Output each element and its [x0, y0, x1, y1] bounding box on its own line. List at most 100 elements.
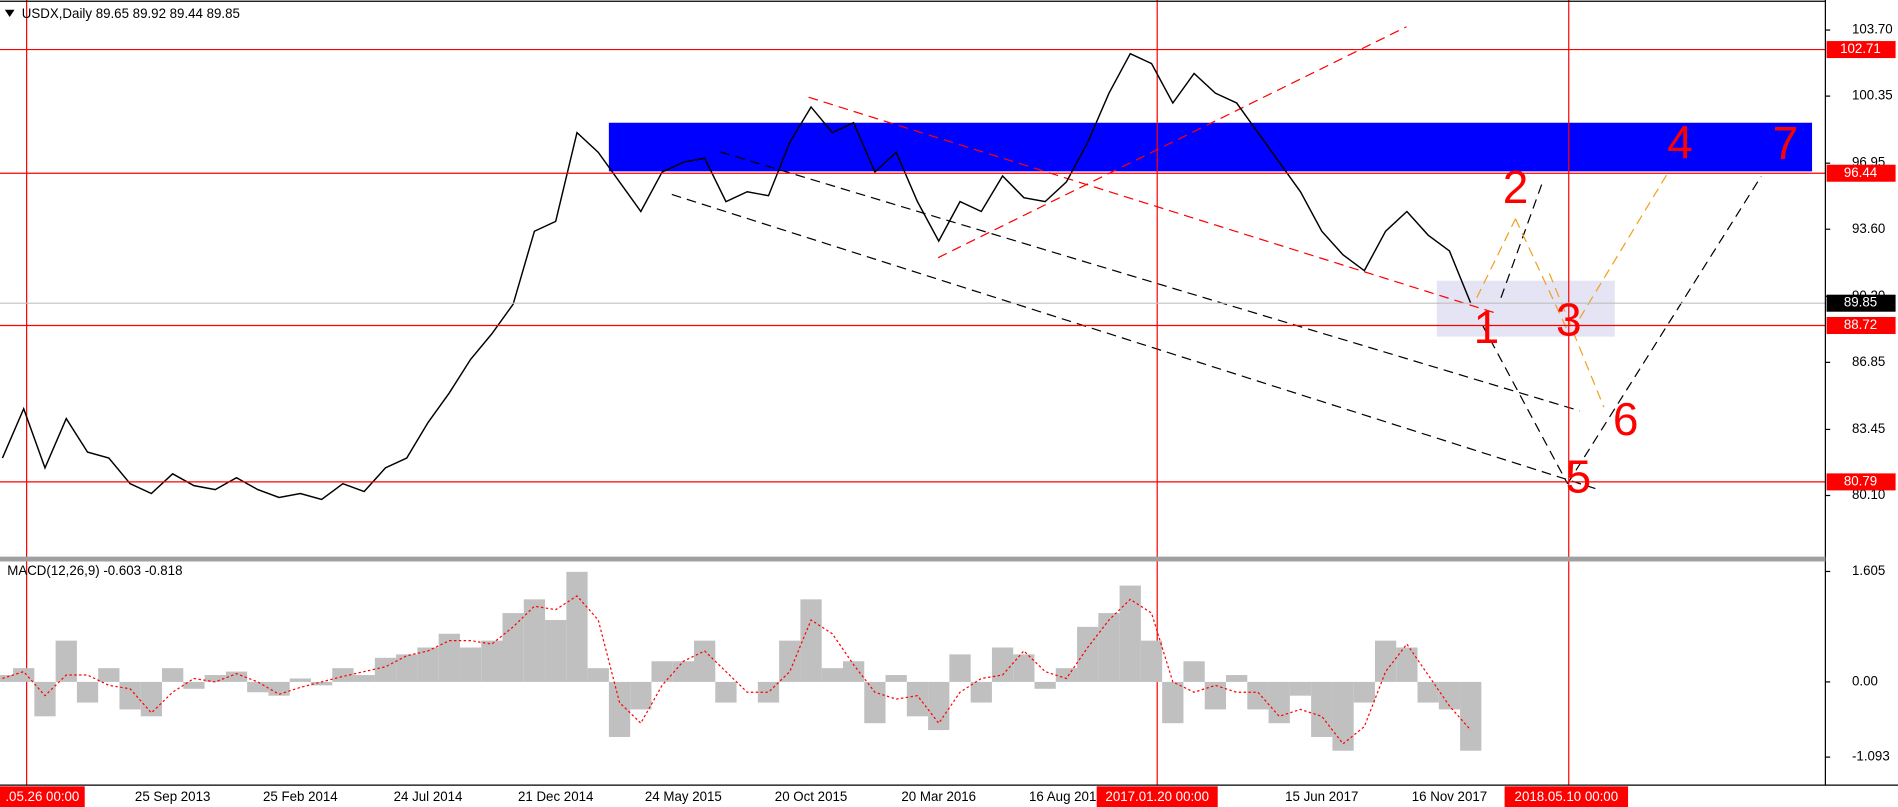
macd-bar [374, 657, 397, 682]
wave-label: 5 [1566, 450, 1592, 502]
chart-title: USDX,Daily 89.65 89.92 89.44 89.85 [22, 6, 240, 21]
macd-bar [885, 675, 907, 682]
y-tick-label: 93.60 [1852, 221, 1885, 236]
macd-bar [928, 681, 950, 731]
trend-line [937, 26, 1407, 259]
macd-bar [566, 571, 588, 682]
macd-bar [1204, 681, 1227, 710]
vline-label-box [1096, 786, 1218, 807]
x-tick-label: 16 Nov 2017 [1412, 789, 1487, 804]
x-tick-label: 21 Dec 2014 [518, 789, 594, 804]
wave-label: 7 [1773, 117, 1799, 169]
macd-bar [842, 661, 865, 682]
trend-line [1482, 325, 1569, 485]
level-label: 80.79 [1844, 473, 1877, 488]
plot-layer: 25 Sep 2013 25 Feb 2014 24 Jul 2014 21 Dec … [0, 22, 1893, 804]
macd-bar [119, 681, 141, 710]
macd-bar [1396, 647, 1418, 682]
macd-bar [1098, 613, 1120, 682]
trend-line [671, 193, 1596, 490]
panel-separator [0, 556, 1826, 562]
macd-bar [1374, 640, 1397, 682]
macd-bar [502, 613, 524, 682]
macd-bar [34, 681, 56, 717]
x-tick-label: 24 Jul 2014 [394, 789, 463, 804]
macd-bar [332, 668, 354, 682]
wave-line [1514, 218, 1569, 331]
macd-bar [715, 681, 737, 703]
wave-label: 1 [1474, 301, 1500, 353]
macd-bar [630, 681, 652, 710]
level-label-box [1826, 473, 1896, 491]
macd-bar [162, 668, 184, 682]
x-tick-label: 25 Sep 2013 [135, 789, 210, 804]
resistance-zone [608, 122, 1813, 172]
macd-bar [1226, 675, 1248, 682]
level-label: 96.44 [1844, 165, 1878, 180]
macd-bar [1289, 681, 1312, 696]
macd-bar [1034, 681, 1056, 689]
vline-label: 2017.01.20 00:00 [1105, 789, 1209, 804]
macd-bar [1438, 681, 1461, 710]
x-tick-label: 20 Mar 2016 [901, 789, 976, 804]
y-tick-label: 83.45 [1852, 421, 1885, 436]
macd-bar [1013, 654, 1035, 682]
macd-bar [1140, 640, 1163, 682]
wave-label: 2 [1503, 161, 1529, 213]
x-tick-label: 25 Feb 2014 [263, 789, 338, 804]
vline-label: .05.26 00:00 [5, 789, 79, 804]
vline-label: 2018.05.10 00:00 [1515, 789, 1619, 804]
macd-bar [438, 633, 460, 682]
macd-bar [545, 619, 567, 682]
macd-bar [289, 678, 311, 682]
macd-bar [523, 599, 546, 682]
menu-arrow[interactable] [4, 9, 15, 18]
y-tick-label: 103.70 [1852, 22, 1893, 37]
macd-bar [140, 681, 163, 717]
macd-bar [1417, 681, 1439, 703]
macd-bar [1247, 681, 1269, 710]
x-tick-label: 16 Aug 2016 [1029, 789, 1104, 804]
macd-bar [481, 640, 503, 682]
macd-bar [247, 681, 269, 693]
macd-bar [949, 654, 971, 682]
target-zone [1436, 280, 1615, 337]
level-label: 88.72 [1844, 317, 1877, 332]
vline-label-box [1504, 786, 1629, 807]
x-tick-label: 24 May 2015 [645, 789, 722, 804]
macd-bar [1162, 681, 1184, 724]
macd-bar [1332, 681, 1354, 751]
level-label: 102.71 [1840, 41, 1881, 56]
macd-bar [0, 675, 14, 682]
level-label-box [1826, 41, 1896, 59]
macd-bar [13, 668, 35, 682]
macd-bar [821, 668, 843, 682]
macd-bar [587, 668, 609, 682]
y-tick-label: 0.00 [1852, 673, 1878, 688]
y-tick-label: 100.35 [1852, 88, 1893, 103]
last-price-box [1826, 294, 1896, 312]
vline-label-box [0, 786, 85, 807]
wave-label: 3 [1556, 293, 1582, 345]
macd-bar [1268, 681, 1290, 724]
y-tick-label: 80.10 [1852, 487, 1885, 502]
x-tick-label: 20 Oct 2015 [775, 789, 847, 804]
macd-bar [1183, 661, 1205, 682]
price-line [1, 52, 1472, 501]
signal-line [2, 595, 1472, 745]
macd-bar [1077, 626, 1099, 682]
macd-bar [55, 640, 77, 682]
macd-bar [310, 681, 333, 686]
wave-line [1548, 273, 1605, 408]
overlay-layer: 102.71 96.44 88.72 80.79 89.85 [1826, 41, 1896, 491]
macd-bar [396, 654, 418, 682]
trend-line [1567, 175, 1762, 485]
macd-bar [98, 668, 120, 682]
indicator-title: MACD(12,26,9) -0.603 -0.818 [7, 563, 182, 578]
macd-bar [651, 661, 673, 682]
macd-bar [76, 681, 99, 703]
trend-line [808, 96, 1498, 315]
last-price-label: 89.85 [1844, 295, 1877, 310]
macd-bar [906, 681, 929, 717]
